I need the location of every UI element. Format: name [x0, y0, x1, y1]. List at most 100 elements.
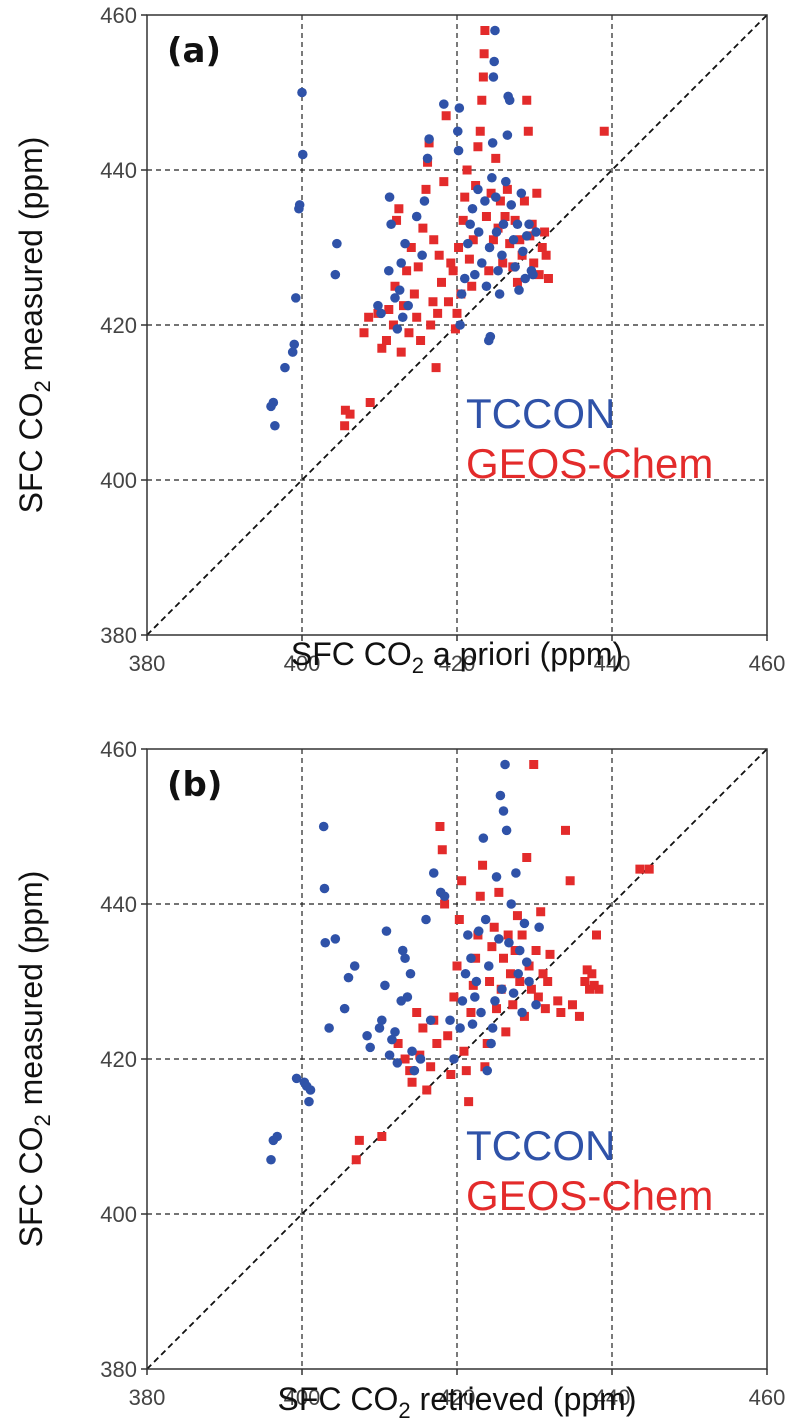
geos-chem-point	[503, 930, 513, 940]
tccon-point	[268, 397, 279, 408]
x-axis-title-prefix: SFC CO	[278, 1381, 399, 1417]
tccon-point	[493, 265, 503, 276]
tccon-point	[508, 988, 519, 998]
geos-chem-point	[485, 977, 495, 986]
geos-chem-point	[519, 196, 529, 206]
geos-chem-point	[402, 266, 412, 276]
geos-chem-point	[466, 1008, 476, 1017]
geos-chem-point	[491, 153, 501, 163]
tccon-point	[467, 1019, 478, 1029]
geos-chem-point	[384, 305, 394, 314]
geos-chem-point	[523, 126, 533, 136]
tccon-point	[460, 968, 471, 979]
geos-chem-point	[435, 822, 445, 831]
geos-chem-point	[446, 1070, 456, 1079]
tccon-point	[384, 265, 394, 276]
x-axis-title-suffix: retrieved (ppm)	[411, 1381, 637, 1417]
geos-chem-point	[556, 1008, 566, 1017]
tccon-point	[481, 281, 492, 292]
y-axis-title-suffix: measured (ppm)	[13, 137, 49, 381]
legend-tccon: TCCON	[466, 1122, 615, 1169]
geos-chem-point	[412, 312, 422, 322]
geos-chem-point	[340, 421, 350, 431]
geos-chem-point	[413, 262, 423, 272]
tccon-point	[459, 273, 470, 284]
tccon-point	[381, 926, 392, 936]
tccon-point	[467, 203, 478, 214]
tccon-point	[487, 1023, 498, 1033]
geos-chem-point	[439, 177, 449, 187]
tccon-point	[506, 200, 517, 210]
tccon-point	[463, 238, 473, 249]
tccon-point	[425, 1015, 436, 1026]
geos-chem-point	[454, 243, 464, 252]
tccon-point	[373, 300, 383, 311]
tccon-point	[517, 1007, 527, 1018]
geos-chem-point	[498, 258, 508, 268]
tccon-point	[452, 126, 463, 137]
legend-tccon: TCCON	[466, 390, 615, 437]
geos-chem-point	[467, 281, 477, 291]
geos-chem-point	[394, 204, 404, 214]
geos-chem-point	[505, 239, 515, 249]
geos-chem-point	[464, 254, 474, 264]
tccon-point	[297, 149, 308, 160]
geos-chem-point	[416, 336, 426, 345]
tccon-point	[512, 219, 523, 230]
tccon-point	[490, 996, 500, 1006]
tccon-point	[324, 1023, 334, 1033]
geos-chem-point	[553, 996, 563, 1006]
geos-chem-point	[443, 1031, 453, 1041]
tccon-point	[498, 806, 509, 816]
geos-chem-point	[460, 192, 470, 202]
tccon-point	[339, 1003, 350, 1014]
tccon-point	[490, 25, 500, 36]
tccon-point	[476, 1007, 486, 1018]
tccon-point	[386, 219, 396, 230]
geos-chem-point	[440, 899, 450, 909]
tccon-point	[494, 289, 505, 299]
geos-chem-point	[529, 258, 539, 268]
tccon-point	[449, 1054, 459, 1064]
geos-chem-point	[541, 250, 551, 260]
geos-chem-point	[540, 227, 550, 237]
series-tccon	[266, 759, 544, 1165]
geos-chem-point	[448, 266, 458, 276]
geos-chem-point	[529, 760, 539, 769]
geos-chem-point	[494, 887, 504, 897]
geos-chem-point	[459, 1046, 469, 1056]
geos-chem-point	[443, 297, 453, 307]
tccon-point	[521, 957, 532, 967]
tccon-point	[445, 1015, 455, 1026]
tccon-point	[343, 972, 354, 983]
tccon-point	[421, 914, 431, 925]
tccon-point	[387, 1034, 397, 1045]
tccon-point	[287, 347, 298, 357]
tccon-point	[411, 211, 422, 222]
geos-chem-point	[393, 1039, 403, 1048]
geos-chem-point	[505, 969, 515, 979]
tccon-point	[453, 145, 464, 156]
geos-chem-point	[478, 72, 488, 82]
tccon-point	[518, 246, 528, 257]
geos-chem-point	[585, 984, 595, 994]
geos-chem-point	[365, 398, 375, 407]
tccon-point	[531, 999, 541, 1010]
y-axis-title-subscript: 2	[30, 1114, 55, 1126]
x-tick-label: 420	[439, 651, 476, 676]
y-tick-label: 380	[100, 623, 137, 648]
tccon-point	[470, 269, 480, 280]
geos-chem-point	[351, 1155, 361, 1165]
x-axis-title: SFC CO2 retrieved (ppm)	[278, 1381, 637, 1423]
geos-chem-point	[431, 363, 441, 373]
tccon-point	[531, 227, 541, 237]
tccon-point	[400, 238, 410, 249]
geos-chem-point	[422, 1085, 432, 1095]
tccon-point	[488, 72, 499, 82]
geos-chem-point	[500, 212, 510, 221]
tccon-point	[384, 1050, 395, 1060]
tccon-point	[506, 899, 517, 909]
tccon-point	[520, 273, 530, 284]
x-tick-label: 440	[594, 1385, 631, 1410]
